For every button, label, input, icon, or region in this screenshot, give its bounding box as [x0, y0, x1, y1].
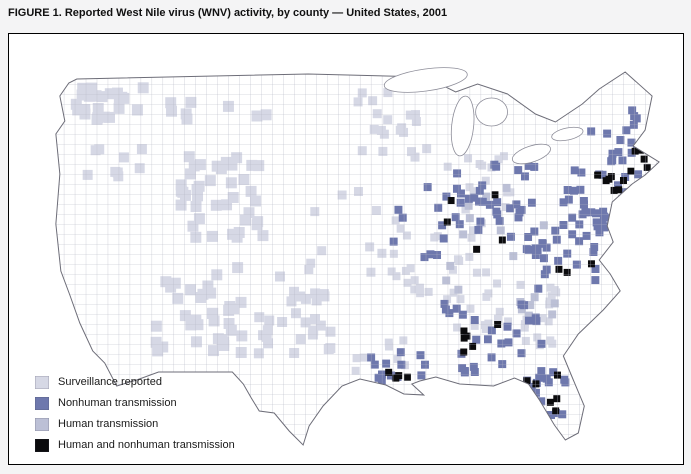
lake-michigan-icon	[450, 95, 475, 157]
legend-item-nonhuman: Nonhuman transmission	[35, 396, 235, 410]
lake-erie-icon	[511, 143, 551, 165]
legend-label: Human transmission	[58, 418, 159, 430]
legend-label: Surveillance reported	[58, 376, 162, 388]
legend-item-human: Human transmission	[35, 417, 235, 431]
lake-superior-icon	[383, 67, 468, 93]
figure-title: FIGURE 1. Reported West Nile virus (WNV)…	[8, 7, 448, 19]
legend-item-human-nonhuman: Human and nonhuman transmission	[35, 438, 235, 452]
legend-label: Human and nonhuman transmission	[58, 439, 235, 451]
map-legend: Surveillance reported Nonhuman transmiss…	[35, 375, 235, 452]
us-outline	[55, 71, 660, 446]
human-swatch-icon	[35, 417, 49, 431]
lake-ontario-icon	[551, 126, 584, 142]
figure-frame: Surveillance reported Nonhuman transmiss…	[8, 33, 684, 465]
surveillance-swatch-icon	[35, 375, 49, 389]
great-lakes	[383, 67, 584, 165]
us-county-map	[55, 67, 660, 446]
legend-label: Nonhuman transmission	[58, 397, 177, 409]
legend-item-surveillance: Surveillance reported	[35, 375, 235, 389]
human-nonhuman-swatch-icon	[35, 438, 49, 452]
nonhuman-swatch-icon	[35, 396, 49, 410]
lake-huron-icon	[475, 97, 508, 127]
